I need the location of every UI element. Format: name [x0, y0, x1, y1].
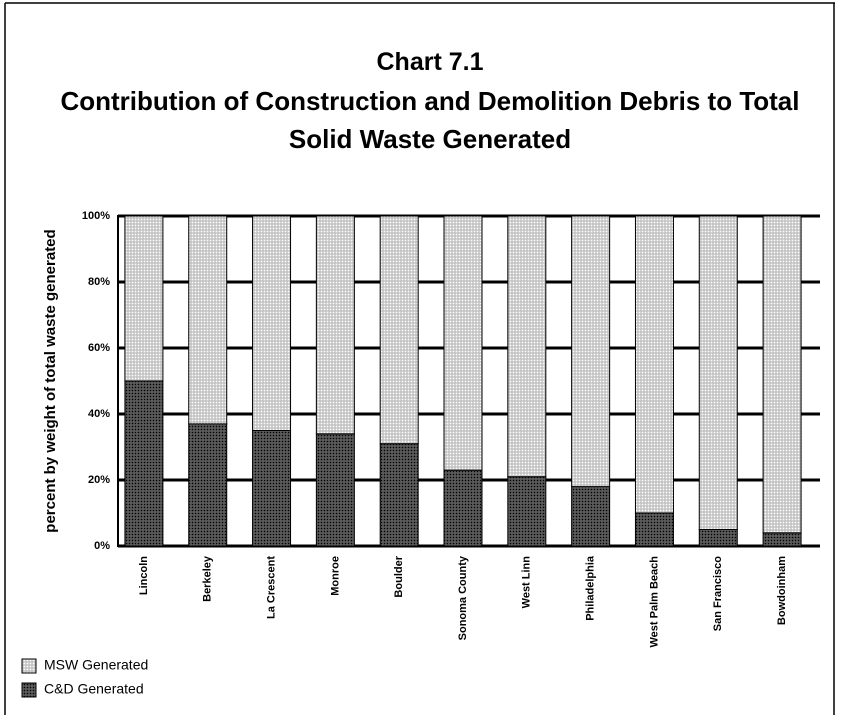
- y-tick-label: 100%: [82, 210, 110, 222]
- x-tick-label: Monroe: [329, 556, 341, 596]
- legend-swatch: [21, 658, 37, 674]
- bar-segment: [188, 423, 228, 547]
- bar-segment: [634, 215, 674, 514]
- legend-label: C&D Generated: [44, 681, 144, 697]
- legend-label: MSW Generated: [44, 657, 148, 673]
- bar-segment: [188, 215, 228, 425]
- bar-segment: [507, 476, 547, 547]
- bar-segment: [379, 443, 419, 547]
- x-tick-label: Philadelphia: [585, 555, 597, 621]
- x-tick-label: West Linn: [521, 556, 533, 609]
- x-tick-label: Berkeley: [202, 555, 214, 602]
- x-tick-label: Boulder: [393, 555, 405, 597]
- y-tick-label: 80%: [88, 276, 110, 288]
- x-tick-label: Bowdoinham: [776, 556, 788, 625]
- bar-segment: [762, 532, 802, 547]
- bar-segment: [252, 430, 292, 547]
- frame: [4, 2, 835, 715]
- bar-segment: [698, 529, 738, 547]
- bar-segment: [252, 215, 292, 431]
- bar-segment: [698, 215, 738, 530]
- bar-segment: [571, 215, 611, 488]
- legend-swatch: [21, 682, 37, 698]
- y-tick-label: 20%: [88, 474, 110, 486]
- y-axis-label: percent by weight of total waste generat…: [42, 229, 59, 532]
- x-tick-label: San Francisco: [712, 556, 724, 631]
- x-tick-label: West Palm Beach: [648, 556, 660, 648]
- x-tick-label: Sonoma County: [457, 555, 469, 640]
- bar-segment: [634, 512, 674, 547]
- bar-segment: [379, 215, 419, 445]
- y-tick-label: 60%: [88, 342, 110, 354]
- bar-segment: [124, 380, 164, 547]
- y-tick-label: 40%: [88, 408, 110, 420]
- subtitle-box: Contribution of Construction and Demolit…: [60, 86, 800, 154]
- bar-segment: [571, 486, 611, 547]
- bar-segment: [124, 215, 164, 382]
- chart-title: Chart 7.1: [377, 48, 484, 76]
- x-tick-label: Lincoln: [138, 556, 150, 595]
- bar-segment: [762, 215, 802, 534]
- bar-segment: [443, 469, 483, 547]
- bar-segment: [315, 215, 355, 435]
- x-tick-label: La Crescent: [265, 556, 277, 619]
- bar-segment: [315, 433, 355, 547]
- bar-segment: [507, 215, 547, 478]
- bar-segment: [443, 215, 483, 471]
- y-tick-label: 0%: [94, 540, 110, 552]
- chart-subtitle: Contribution of Construction and Demolit…: [60, 86, 800, 154]
